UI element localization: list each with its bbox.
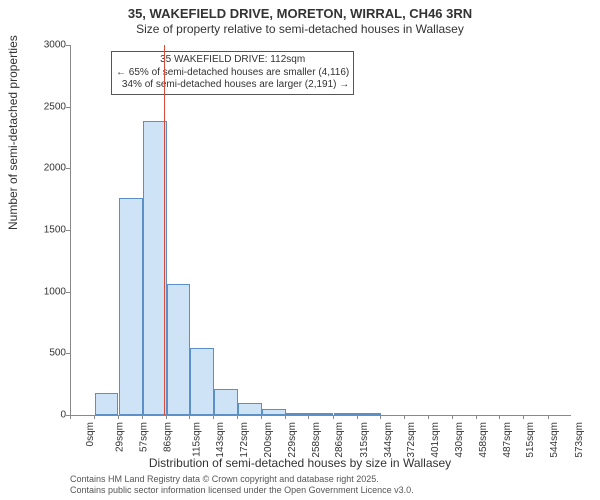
footer-line1: Contains HM Land Registry data © Crown c… bbox=[70, 474, 414, 485]
x-tick-label: 515sqm bbox=[525, 422, 536, 458]
y-tick-label: 1000 bbox=[44, 286, 66, 297]
x-tick-label: 458sqm bbox=[478, 422, 489, 458]
histogram-bar bbox=[358, 413, 381, 415]
footer: Contains HM Land Registry data © Crown c… bbox=[70, 474, 414, 496]
x-tick-label: 86sqm bbox=[162, 422, 173, 452]
histogram-bar bbox=[95, 393, 118, 415]
x-tick-label: 315sqm bbox=[359, 422, 370, 458]
histogram-bar bbox=[238, 403, 262, 415]
y-tick-label: 3000 bbox=[44, 40, 66, 51]
y-tick-label: 2500 bbox=[44, 101, 66, 112]
annotation-box: 35 WAKEFIELD DRIVE: 112sqm ← 65% of semi… bbox=[111, 51, 354, 95]
x-tick-label: 372sqm bbox=[406, 422, 417, 458]
histogram-bar bbox=[143, 121, 167, 415]
histogram-bar bbox=[119, 198, 143, 415]
x-tick-label: 229sqm bbox=[287, 422, 298, 458]
histogram-bar bbox=[262, 409, 286, 415]
x-tick-label: 344sqm bbox=[383, 422, 394, 458]
annotation-line1: 35 WAKEFIELD DRIVE: 112sqm bbox=[116, 54, 349, 67]
annotation-line3: 34% of semi-detached houses are larger (… bbox=[116, 79, 349, 92]
footer-line2: Contains public sector information licen… bbox=[70, 485, 414, 496]
histogram-bar bbox=[167, 284, 190, 415]
x-tick-label: 172sqm bbox=[239, 422, 250, 458]
histogram-bar bbox=[309, 413, 333, 415]
x-tick-label: 0sqm bbox=[85, 422, 96, 446]
chart-title-line2: Size of property relative to semi-detach… bbox=[0, 22, 600, 36]
x-axis-label: Distribution of semi-detached houses by … bbox=[0, 456, 600, 470]
y-tick-label: 1500 bbox=[44, 225, 66, 236]
y-axis-label: Number of semi-detached properties bbox=[6, 35, 20, 230]
histogram-bar bbox=[214, 389, 237, 415]
x-tick-label: 573sqm bbox=[574, 422, 585, 458]
annotation-line2: ← 65% of semi-detached houses are smalle… bbox=[116, 67, 349, 80]
x-tick-label: 200sqm bbox=[263, 422, 274, 458]
chart-container: 35, WAKEFIELD DRIVE, MORETON, WIRRAL, CH… bbox=[0, 0, 600, 500]
y-tick-label: 2000 bbox=[44, 163, 66, 174]
histogram-bar bbox=[334, 413, 358, 415]
plot-area: 35 WAKEFIELD DRIVE: 112sqm ← 65% of semi… bbox=[70, 45, 571, 416]
reference-line bbox=[164, 45, 165, 415]
x-tick-label: 143sqm bbox=[215, 422, 226, 458]
y-tick-label: 500 bbox=[49, 348, 66, 359]
x-tick-label: 57sqm bbox=[138, 422, 149, 452]
chart-title-line1: 35, WAKEFIELD DRIVE, MORETON, WIRRAL, CH… bbox=[0, 6, 600, 21]
x-tick-label: 29sqm bbox=[115, 422, 126, 452]
x-tick-label: 115sqm bbox=[191, 422, 202, 457]
histogram-bar bbox=[190, 348, 214, 415]
histogram-bar bbox=[286, 413, 309, 415]
x-tick-label: 487sqm bbox=[502, 422, 513, 458]
x-tick-label: 430sqm bbox=[454, 422, 465, 458]
x-tick-label: 544sqm bbox=[549, 422, 560, 458]
x-tick-label: 258sqm bbox=[311, 422, 322, 458]
x-tick-label: 401sqm bbox=[430, 422, 441, 458]
x-tick-label: 286sqm bbox=[334, 422, 345, 458]
